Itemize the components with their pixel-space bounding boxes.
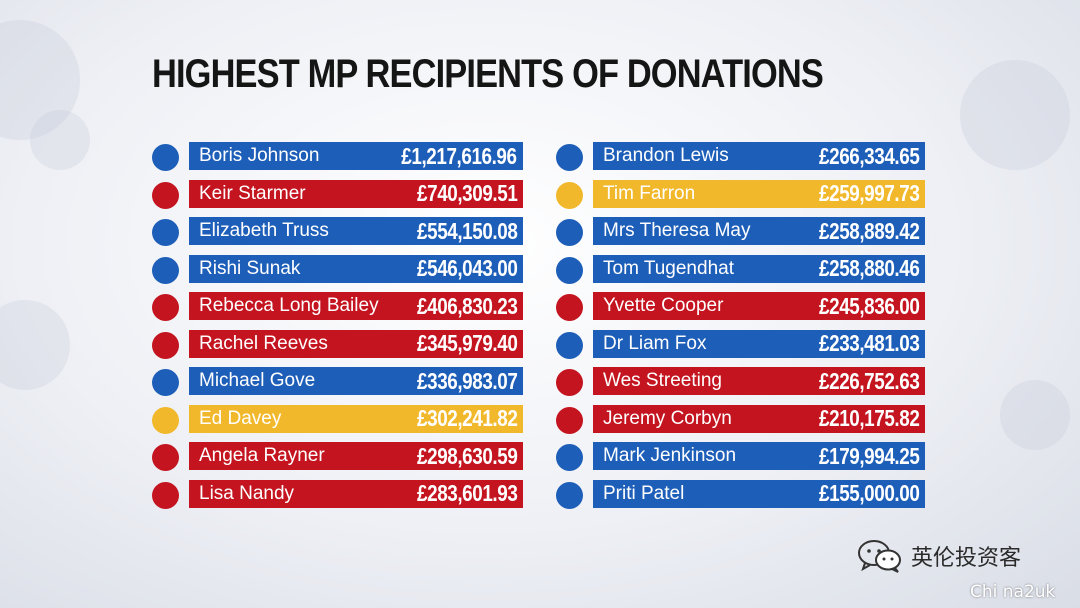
recipient-name: Elizabeth Truss: [199, 220, 329, 241]
donation-amount: £155,000.00: [818, 480, 920, 506]
donation-amount: £406,830.23: [416, 292, 518, 319]
party-dot: [556, 406, 583, 434]
donation-amount: £298,630.59: [416, 442, 518, 469]
recipient-bar: Mrs Theresa May £258,889.42: [593, 217, 925, 245]
party-dot: [152, 294, 179, 321]
recipient-name: Mrs Theresa May: [603, 220, 751, 241]
recipient-bar: Keir Starmer £740,309.51: [189, 179, 523, 208]
recipient-name: Rishi Sunak: [199, 257, 301, 279]
wechat-icon: [858, 540, 901, 573]
recipient-bar: Mark Jenkinson £179,994.25: [593, 442, 925, 470]
party-dot: [152, 369, 179, 396]
donation-amount: £259,997.73: [818, 180, 920, 206]
donation-amount: £554,150.08: [416, 217, 518, 244]
party-dot: [556, 481, 583, 509]
party-dot: [556, 144, 583, 171]
donation-amount: £233,481.03: [818, 330, 920, 356]
party-dot: [556, 331, 583, 359]
recipient-bar: Yvette Cooper £245,836.00: [593, 292, 925, 320]
party-dot: [556, 219, 583, 246]
recipient-bar: Jeremy Corbyn £210,175.82: [593, 404, 925, 433]
recipient-bar: Dr Liam Fox £233,481.03: [593, 329, 925, 358]
recipient-name: Angela Rayner: [199, 445, 325, 466]
party-dot: [152, 331, 179, 359]
party-dot: [152, 144, 179, 171]
party-dot: [152, 219, 179, 246]
donation-amount: £210,175.82: [818, 405, 920, 431]
watermark-text: 英伦投资客: [911, 546, 1022, 571]
recipient-bar: Angela Rayner £298,630.59: [189, 442, 523, 470]
donation-amount: £245,836.00: [818, 292, 920, 319]
party-dot: [152, 256, 179, 284]
recipient-name: Tom Tugendhat: [603, 257, 734, 279]
recipient-name: Priti Patel: [603, 482, 685, 504]
party-dot: [556, 256, 583, 284]
recipient-name: Rachel Reeves: [199, 332, 328, 354]
recipient-bar: Michael Gove £336,983.07: [189, 367, 523, 395]
party-dot: [556, 369, 583, 396]
background-bokeh: [0, 300, 70, 390]
recipient-name: Yvette Cooper: [603, 295, 724, 316]
watermark: 英伦投资客: [857, 538, 1021, 574]
recipient-name: Dr Liam Fox: [603, 332, 707, 354]
recipient-name: Wes Streeting: [603, 370, 722, 391]
recipient-name: Boris Johnson: [199, 145, 320, 166]
donation-amount: £740,309.51: [416, 180, 518, 206]
recipient-name: Tim Farron: [603, 182, 696, 204]
watermark-subtext: Chi na2uk: [970, 582, 1056, 602]
recipient-bar: Rishi Sunak £546,043.00: [189, 254, 523, 283]
recipient-bar: Brandon Lewis £266,334.65: [593, 142, 925, 170]
donation-amount: £546,043.00: [416, 255, 518, 281]
donation-amount: £226,752.63: [818, 367, 920, 394]
party-dot: [556, 294, 583, 321]
recipient-bar: Rachel Reeves £345,979.40: [189, 329, 523, 358]
background-bokeh: [960, 60, 1070, 170]
recipient-name: Brandon Lewis: [603, 145, 729, 166]
donation-amount: £283,601.93: [416, 480, 518, 506]
recipient-name: Ed Davey: [199, 407, 282, 429]
donation-amount: £1,217,616.96: [401, 142, 518, 169]
party-dot: [152, 406, 179, 434]
recipient-bar: Boris Johnson £1,217,616.96: [189, 142, 523, 170]
recipient-bar: Lisa Nandy £283,601.93: [189, 479, 523, 508]
donation-amount: £336,983.07: [416, 367, 518, 394]
donation-amount: £266,334.65: [818, 142, 920, 169]
recipient-bar: Ed Davey £302,241.82: [189, 404, 523, 433]
recipient-bar: Priti Patel £155,000.00: [593, 479, 925, 508]
recipient-bar: Tim Farron £259,997.73: [593, 179, 925, 208]
background-bokeh: [1000, 380, 1070, 450]
recipient-name: Lisa Nandy: [199, 482, 295, 504]
donation-amount: £302,241.82: [416, 405, 518, 431]
party-dot: [556, 181, 583, 209]
recipient-bar: Rebecca Long Bailey £406,830.23: [189, 292, 523, 320]
donation-amount: £345,979.40: [416, 330, 518, 356]
recipient-bar: Elizabeth Truss £554,150.08: [189, 217, 523, 245]
recipient-name: Jeremy Corbyn: [603, 407, 732, 429]
recipient-name: Mark Jenkinson: [603, 445, 737, 466]
donation-amount: £258,880.46: [818, 255, 920, 281]
party-dot: [152, 481, 179, 509]
recipient-bar: Tom Tugendhat £258,880.46: [593, 254, 925, 283]
recipient-bar: Wes Streeting £226,752.63: [593, 367, 925, 395]
recipient-name: Michael Gove: [199, 370, 316, 391]
donation-amount: £258,889.42: [818, 217, 920, 244]
party-dot: [152, 181, 179, 209]
background-bokeh: [30, 110, 90, 170]
donation-amount: £179,994.25: [818, 442, 920, 469]
recipient-name: Keir Starmer: [199, 182, 306, 204]
page-title: HIGHEST MP RECIPIENTS OF DONATIONS: [152, 52, 824, 96]
party-dot: [152, 444, 179, 471]
party-dot: [556, 444, 583, 471]
recipient-name: Rebecca Long Bailey: [199, 295, 379, 316]
